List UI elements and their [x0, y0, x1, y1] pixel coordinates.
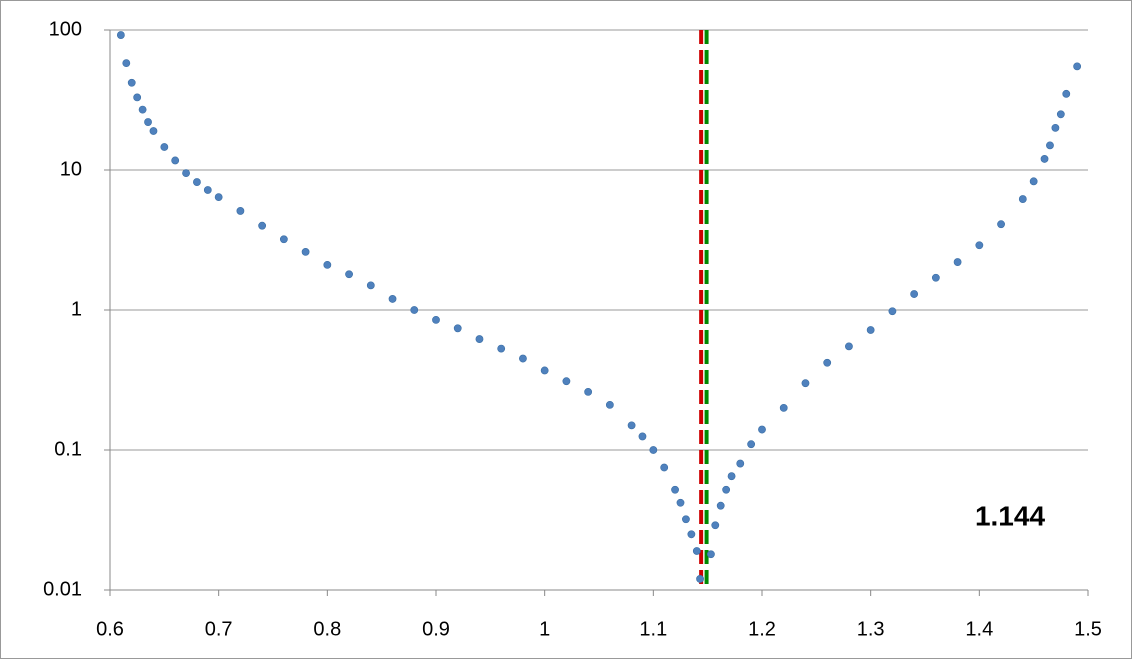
data-point	[888, 307, 897, 316]
x-tick-label: 1	[539, 618, 550, 640]
data-point	[676, 498, 685, 507]
data-point	[696, 575, 704, 583]
data-point	[236, 207, 245, 215]
data-point	[182, 169, 190, 178]
data-point	[366, 281, 375, 290]
data-point	[258, 221, 267, 230]
data-point	[975, 241, 984, 250]
data-point	[127, 78, 136, 87]
data-point	[727, 472, 736, 481]
data-point	[203, 186, 212, 194]
x-tick-label: 0.7	[205, 618, 233, 640]
data-point	[627, 421, 636, 430]
x-tick-label: 0.6	[96, 618, 124, 640]
data-point	[605, 400, 614, 409]
data-point	[931, 273, 940, 282]
data-point	[453, 324, 462, 333]
data-point	[845, 342, 853, 351]
x-tick-label: 1.3	[857, 618, 885, 640]
data-point	[1018, 195, 1027, 203]
data-point	[716, 501, 725, 510]
x-tick-label: 1.2	[748, 618, 776, 640]
data-point	[736, 459, 745, 468]
x-tick-label: 1.4	[965, 618, 993, 640]
data-point	[649, 446, 658, 454]
data-point	[345, 270, 353, 279]
y-tick-label: 10	[60, 158, 82, 180]
data-point	[149, 127, 158, 135]
data-point	[475, 335, 484, 343]
data-point	[1040, 155, 1049, 163]
y-tick-label: 100	[49, 18, 82, 40]
x-tick-label: 1.5	[1074, 618, 1102, 640]
annotation: 1.144	[975, 500, 1045, 531]
data-point	[519, 354, 527, 363]
data-point	[133, 93, 142, 102]
y-tick-label: 0.01	[43, 578, 82, 600]
data-point	[171, 156, 180, 165]
data-point	[279, 235, 288, 244]
data-point	[671, 485, 679, 494]
data-point	[1056, 110, 1065, 119]
x-tick-label: 0.8	[313, 618, 341, 640]
data-point	[866, 326, 875, 334]
data-point	[540, 366, 549, 375]
data-point	[910, 290, 919, 298]
data-point	[707, 550, 715, 559]
data-point	[138, 105, 147, 114]
y-tick-label: 0.1	[54, 438, 82, 460]
data-point	[1029, 177, 1038, 186]
data-point	[584, 388, 593, 396]
data-point	[747, 440, 756, 449]
data-point	[497, 344, 506, 353]
data-point	[410, 306, 419, 314]
data-point	[323, 260, 332, 269]
data-point	[779, 403, 788, 412]
data-point	[562, 377, 571, 386]
data-point	[432, 315, 440, 324]
data-point	[722, 485, 731, 494]
data-point	[711, 521, 720, 530]
data-point	[638, 432, 647, 441]
data-point	[193, 178, 201, 186]
data-point	[823, 358, 832, 367]
y-tick-label: 1	[71, 298, 82, 320]
data-point	[953, 258, 962, 266]
data-point	[301, 248, 310, 256]
data-point	[687, 530, 696, 539]
data-point	[122, 59, 131, 68]
data-point	[682, 515, 690, 524]
x-tick-label: 1.1	[639, 618, 667, 640]
data-point	[1073, 62, 1082, 71]
data-point	[214, 193, 223, 202]
data-point	[1051, 123, 1060, 132]
data-point	[997, 220, 1005, 229]
data-point	[1062, 89, 1071, 98]
data-point	[160, 143, 169, 151]
data-point	[144, 118, 152, 126]
data-point	[758, 425, 766, 434]
data-point	[660, 463, 669, 472]
data-point	[388, 295, 397, 303]
data-point	[1046, 141, 1054, 150]
data-point	[692, 547, 701, 555]
x-tick-label: 0.9	[422, 618, 450, 640]
data-point	[801, 379, 810, 388]
data-point	[116, 31, 125, 39]
